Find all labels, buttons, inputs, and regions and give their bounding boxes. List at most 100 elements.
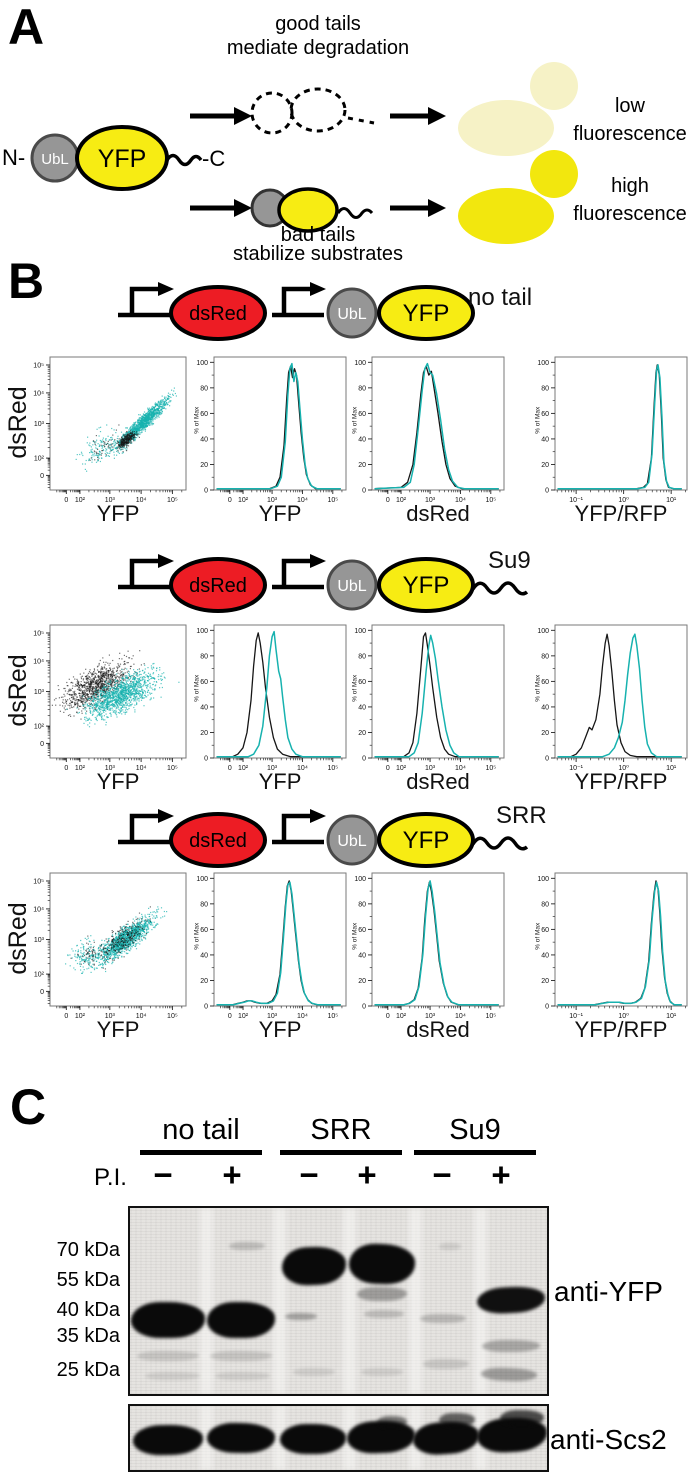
pi-sign-3: −	[289, 1158, 329, 1191]
panel-a-diagram: good tails mediate degradation N- UbL YF…	[0, 0, 693, 262]
blot-band	[481, 1367, 537, 1382]
blot-band	[293, 1368, 335, 1376]
bright-yeast-cell-bud	[530, 150, 578, 198]
y-axis-label-dsred: dsRed	[6, 356, 31, 489]
dim-yeast-cell-bud	[530, 62, 578, 110]
blot-band	[137, 1351, 199, 1361]
degraded-ubl-shape	[252, 93, 292, 133]
blot-band	[439, 1243, 461, 1250]
svg-text:60: 60	[541, 411, 549, 418]
blot-band	[285, 1313, 317, 1320]
svg-text:40: 40	[541, 704, 549, 711]
blot-band	[280, 1424, 346, 1454]
svg-text:80: 80	[200, 653, 208, 660]
x-axis-label: YFP/RFP	[555, 1019, 687, 1041]
blot-band	[281, 1246, 346, 1286]
pi-sign-4: +	[347, 1158, 387, 1191]
svg-text:10⁵: 10⁵	[33, 362, 44, 369]
panel-c-label: C	[10, 1082, 46, 1132]
svg-text:10⁵: 10⁵	[33, 630, 44, 637]
svg-text:20: 20	[200, 730, 208, 737]
blot-band	[500, 1410, 544, 1426]
blot-band	[364, 1310, 404, 1318]
y-axis-label-pct-max: % of Max	[352, 622, 359, 755]
yfp-gene-label: YFP	[403, 572, 450, 599]
pi-row-label: P.I.	[94, 1166, 127, 1190]
mw-marker-70: 70 kDa	[16, 1240, 120, 1260]
tail-squiggle	[167, 156, 201, 165]
svg-text:20: 20	[358, 462, 366, 469]
pi-sign-1: −	[143, 1158, 183, 1191]
svg-text:60: 60	[200, 411, 208, 418]
dsred-gene-label: dsRed	[189, 303, 247, 325]
ubl-gene-label: UbL	[337, 578, 366, 595]
low-fluorescence-line2: fluorescence	[573, 123, 686, 145]
tail-squiggle	[473, 583, 527, 594]
x-axis-label: YFP	[214, 503, 346, 525]
dim-yeast-cell-body	[458, 100, 554, 156]
x-axis-label: dsRed	[372, 503, 504, 525]
mw-marker-40: 40 kDa	[16, 1300, 120, 1320]
svg-text:10³: 10³	[34, 689, 45, 696]
blot-band	[131, 1302, 205, 1338]
svg-text:60: 60	[358, 679, 366, 686]
x-axis-label: YFP	[50, 771, 186, 793]
svg-text:0: 0	[40, 473, 44, 480]
x-axis-label: YFP	[214, 771, 346, 793]
blot-band	[439, 1413, 475, 1427]
svg-text:0: 0	[545, 756, 549, 763]
svg-text:40: 40	[200, 436, 208, 443]
promoter-arrow-reporter-head	[310, 554, 326, 568]
x-axis-label: YFP/RFP	[555, 771, 687, 793]
blot-band	[423, 1359, 469, 1369]
bad-tails-caption-line2: stabilize substrates	[233, 243, 403, 262]
degraded-yfp-shape	[291, 89, 345, 131]
group-underline-su9	[414, 1150, 536, 1155]
western-blot-anti-scs2	[128, 1404, 549, 1472]
promoter-arrow-dsred-head	[158, 282, 174, 296]
promoter-arrow-dsred-head	[158, 809, 174, 823]
good-tails-caption-line2: mediate degradation	[227, 37, 409, 59]
ubl-gene-label: UbL	[337, 306, 366, 323]
group-underline-srr	[280, 1150, 402, 1155]
tail-name-su9: Su9	[488, 549, 531, 573]
svg-text:60: 60	[358, 411, 366, 418]
mw-marker-35: 35 kDa	[16, 1326, 120, 1346]
svg-text:20: 20	[541, 462, 549, 469]
lane-gap-streak	[273, 1208, 286, 1394]
blot-band	[133, 1424, 204, 1455]
blot-band	[207, 1302, 275, 1338]
good-tails-caption-line1: good tails	[275, 13, 361, 35]
group-underline-no-tail	[140, 1150, 262, 1155]
tail-name-srr: SRR	[496, 804, 547, 828]
group-header-no-tail: no tail	[140, 1116, 262, 1145]
blot-band	[420, 1314, 466, 1323]
svg-text:40: 40	[358, 436, 366, 443]
x-axis-label: YFP	[214, 1019, 346, 1041]
bright-yeast-cell-body	[458, 188, 554, 244]
tail-name-no-tail: no tail	[468, 286, 532, 310]
y-axis-label-dsred: dsRed	[6, 624, 31, 757]
promoter-arrow-reporter-head	[310, 809, 326, 823]
svg-text:0: 0	[204, 756, 208, 763]
y-axis-label-pct-max: % of Max	[352, 354, 359, 487]
ubl-domain-label: UbL	[41, 151, 69, 168]
mw-marker-55: 55 kDa	[16, 1270, 120, 1290]
svg-text:80: 80	[541, 385, 549, 392]
high-fluorescence-line2: fluorescence	[573, 203, 686, 225]
lane-gap-streak	[409, 1208, 422, 1394]
svg-text:0: 0	[204, 488, 208, 495]
blot-band	[348, 1243, 415, 1285]
arrow-good-2-head	[428, 107, 446, 125]
svg-text:0: 0	[362, 756, 366, 763]
construct-c-terminus-label: -C	[202, 146, 225, 171]
svg-text:40: 40	[358, 704, 366, 711]
blot-band	[215, 1372, 270, 1380]
y-axis-label-pct-max: % of Max	[194, 870, 201, 1003]
high-fluorescence-line1: high	[611, 175, 649, 197]
arrow-bad-1-head	[234, 199, 252, 217]
tail-squiggle	[473, 838, 527, 849]
svg-text:80: 80	[358, 653, 366, 660]
